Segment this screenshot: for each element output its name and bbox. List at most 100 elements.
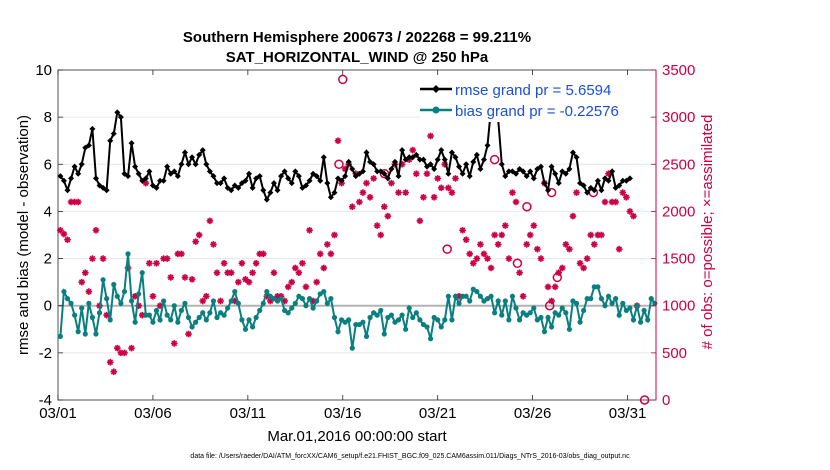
obs-marker-stroke (417, 217, 423, 224)
obs-count-point (598, 231, 605, 239)
obs-marker-stroke (559, 265, 566, 271)
rmse-point (174, 173, 181, 180)
obs-count-point (580, 264, 587, 272)
obs-count-point (512, 198, 520, 206)
bias-point (93, 331, 99, 337)
rmse-point (470, 158, 477, 165)
rmse-point (438, 147, 445, 154)
rmse-point (512, 170, 519, 177)
rmse-point (384, 175, 391, 182)
obs-count-point (423, 170, 431, 178)
bias-point (459, 293, 466, 299)
obs-count-point (331, 231, 338, 239)
obs-count-point (203, 292, 210, 300)
obs-count-point (526, 231, 534, 239)
legend: rmse grand pr = 5.6594 bias grand pr = -… (420, 76, 650, 122)
rmse-point (530, 175, 537, 182)
bias-point (285, 310, 291, 316)
obs-count-point (466, 250, 474, 258)
obs-count-point (163, 255, 171, 262)
obs-marker-stroke (459, 227, 466, 234)
rmse-point (431, 166, 438, 172)
bias-point (111, 281, 117, 288)
obs-count-point (359, 189, 367, 196)
y2-tick-label: 3500 (662, 62, 695, 79)
rmse-point (427, 161, 434, 168)
obs-marker-stroke (413, 170, 420, 177)
obs-possible-point (512, 258, 523, 269)
obs-marker-stroke (463, 236, 470, 243)
bias-point (189, 324, 195, 330)
bias-point (324, 300, 330, 306)
bias-point (388, 312, 395, 318)
legend-box (420, 76, 650, 122)
obs-marker-stroke (498, 232, 505, 238)
rmse-point (185, 161, 192, 168)
bias-point (492, 310, 498, 316)
bias-point (331, 314, 338, 321)
bias-point (637, 319, 644, 325)
rmse-point (274, 187, 281, 194)
obs-marker-stroke (509, 189, 516, 196)
rmse-point (263, 196, 270, 203)
obs-possible-point (522, 201, 532, 212)
rmse-point (221, 175, 228, 182)
rmse-point (370, 161, 377, 168)
obs-count-point (370, 175, 377, 182)
obs-count-point (114, 344, 121, 352)
rmse-point (117, 114, 124, 121)
obs-count-point (494, 241, 502, 248)
bias-point (417, 317, 423, 323)
bias-point (153, 307, 160, 314)
bias-point (595, 284, 601, 290)
obs-marker-stroke (360, 189, 366, 196)
obs-count-point (153, 259, 160, 267)
bias-point (467, 298, 473, 304)
obs-marker-stroke (449, 189, 455, 196)
bias-point (531, 305, 537, 311)
bias-point (559, 305, 565, 311)
obs-marker-stroke (153, 260, 160, 267)
bias-point (175, 319, 181, 325)
rmse-point (228, 187, 235, 194)
bias-point (634, 303, 640, 309)
rmse-point (60, 177, 67, 184)
rmse-point (391, 158, 398, 165)
rmse-point (210, 173, 217, 180)
obs-marker-stroke (584, 255, 591, 262)
rmse-point (381, 170, 388, 177)
obs-marker-stroke (452, 175, 459, 182)
obs-count-point (469, 259, 477, 267)
obs-count-point (498, 231, 506, 239)
obs-marker-stroke (239, 260, 245, 267)
rmse-point (505, 168, 512, 175)
bias-point (128, 298, 135, 304)
obs-marker-stroke (78, 279, 85, 286)
y-tick-label: 8 (44, 109, 52, 126)
obs-count-point (313, 278, 320, 286)
bias-point (591, 284, 597, 290)
bias-point (495, 298, 501, 304)
obs-count-point (302, 283, 310, 291)
rmse-point (555, 180, 562, 187)
bias-point (456, 300, 462, 306)
y-tick-label: 6 (44, 156, 52, 173)
obs-marker-stroke (402, 189, 409, 196)
rmse-point (171, 168, 178, 175)
obs-count-point (487, 264, 495, 272)
obs-marker-stroke (473, 255, 480, 262)
obs-count-point (630, 212, 637, 220)
bias-point (645, 317, 651, 323)
y-tick-label: 2 (44, 251, 52, 268)
obs-marker-stroke (431, 194, 437, 201)
obs-count-point (295, 269, 303, 277)
rmse-point (477, 166, 484, 172)
y-tick-label: -4 (39, 392, 52, 409)
bias-point (598, 296, 605, 302)
bias-point (193, 319, 199, 325)
bias-point (61, 288, 67, 295)
obs-count-point (562, 241, 570, 248)
obs-count-point (477, 241, 484, 248)
rmse-point (552, 170, 559, 177)
bias-point (509, 293, 516, 299)
